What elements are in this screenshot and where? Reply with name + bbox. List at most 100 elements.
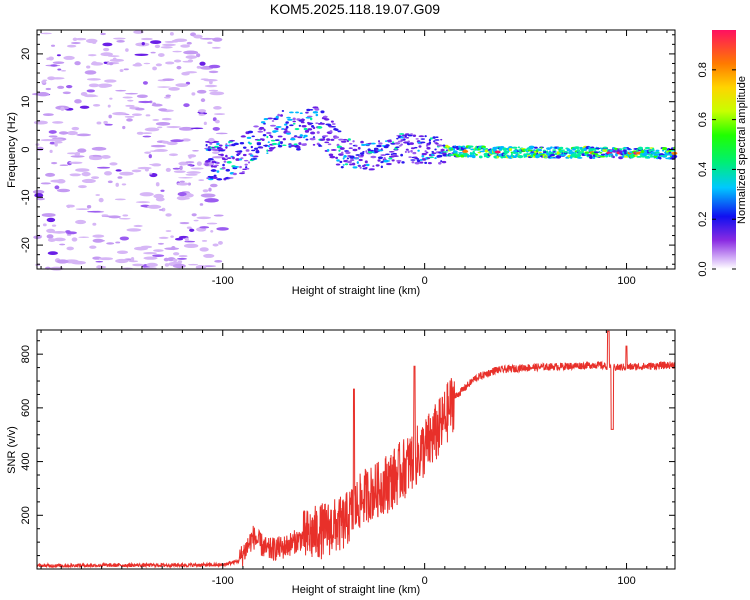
spectrogram-noise-blob bbox=[48, 130, 57, 134]
spectrogram-noise-blob bbox=[106, 242, 115, 245]
spectrogram-noise-blob bbox=[176, 65, 182, 70]
spectrogram-noise-blob bbox=[149, 172, 153, 175]
spectrogram-noise-blob bbox=[102, 42, 113, 47]
spectrogram-ridge-cell bbox=[409, 133, 414, 135]
spectrogram-ridge-cell bbox=[595, 147, 601, 150]
spectrogram-ridge-cell bbox=[346, 160, 353, 164]
spectrogram-noise-blob bbox=[68, 161, 83, 165]
snr-xlabel: Height of straight line (km) bbox=[292, 584, 420, 596]
spectrogram-ridge-cell bbox=[315, 113, 319, 117]
spectrogram-noise-blob bbox=[152, 66, 157, 71]
spectrogram-noise-blob bbox=[199, 226, 210, 229]
spectrogram-noise-blob bbox=[196, 65, 202, 69]
spectrogram-ridge-cell bbox=[508, 146, 513, 150]
spectrogram-ridge-cell bbox=[662, 149, 665, 152]
spectrogram-noise-blob bbox=[92, 238, 104, 243]
spectrogram-ridge-cell bbox=[301, 125, 307, 128]
spectrogram-ridge-cell bbox=[270, 124, 276, 127]
spectrogram-ridge-cell bbox=[360, 140, 364, 144]
spectrogram-noise-blob bbox=[123, 68, 129, 71]
spectrogram-ridge-cell bbox=[455, 152, 458, 155]
spectrogram-ridge-cell bbox=[410, 147, 415, 150]
spectrogram-ridge-cell bbox=[210, 164, 214, 168]
spectrogram-noise-blob bbox=[51, 161, 58, 165]
spectrogram-noise-blob bbox=[212, 151, 220, 155]
spectrogram-noise-blob bbox=[40, 32, 52, 35]
spectrogram-ridge-cell bbox=[212, 176, 218, 179]
spectrogram-ridge-cell bbox=[341, 151, 344, 155]
spectrogram-ridge-cell bbox=[484, 149, 489, 153]
spectrogram-ridge-cell bbox=[319, 145, 323, 147]
spectrogram-ridge-cell bbox=[265, 131, 272, 135]
spectrogram-noise-blob bbox=[200, 193, 216, 198]
y-tick-label: 10 bbox=[20, 96, 32, 108]
spectrogram-noise-blob bbox=[214, 113, 226, 116]
spectrogram-ridge-cell bbox=[263, 117, 269, 121]
y-tick-label: -10 bbox=[20, 189, 32, 205]
spectrogram-ridge-cell bbox=[392, 141, 395, 144]
spectrogram-ridge-cell bbox=[270, 139, 276, 142]
spectrogram-noise-blob bbox=[143, 252, 158, 255]
spectrogram-ridge-cell bbox=[242, 153, 247, 157]
spectrogram-ridge-cell bbox=[427, 162, 432, 165]
spectrogram-noise-blob bbox=[198, 179, 205, 182]
spectrogram-noise-blob bbox=[54, 141, 63, 144]
spectrogram-ridge-cell bbox=[316, 131, 320, 134]
spectrogram-noise-blob bbox=[91, 40, 97, 44]
spectrogram-noise-blob bbox=[95, 260, 104, 263]
spectrogram-noise-blob bbox=[42, 79, 48, 82]
spectrogram-ridge-cell bbox=[251, 149, 256, 152]
spectrogram-ridge-cell bbox=[280, 141, 283, 145]
spectrogram-ridge-cell bbox=[636, 155, 642, 158]
spectrogram-noise-blob bbox=[195, 265, 207, 270]
spectrogram-ridge-cell bbox=[216, 170, 220, 173]
spectrogram-ridge-cell bbox=[207, 148, 212, 152]
spectrogram-ridge-cell bbox=[246, 136, 252, 139]
spectrogram-ridge-cell bbox=[652, 147, 655, 152]
spectrogram-ridge-cell bbox=[214, 164, 219, 167]
spectrogram-ridge-cell bbox=[312, 111, 319, 114]
spectrogram-ridge-cell bbox=[349, 159, 355, 161]
spectrogram-ridge-cell bbox=[210, 169, 217, 172]
x-tick-label: 100 bbox=[617, 275, 635, 287]
spectrogram-noise-blob bbox=[186, 171, 201, 174]
spectrogram-ridge-cell bbox=[378, 140, 381, 143]
spectrogram-ridge-cell bbox=[330, 138, 335, 141]
spectrogram-noise-blob bbox=[176, 196, 188, 201]
spectrogram-ridge-cell bbox=[219, 149, 226, 152]
spectrogram-ridge-cell bbox=[417, 149, 420, 152]
spectrogram-ridge-cell bbox=[517, 146, 521, 149]
spectrogram-ridge-cell bbox=[209, 142, 213, 145]
spectrogram-noise-blob bbox=[75, 168, 90, 172]
spectrogram-ridge-cell bbox=[385, 140, 388, 143]
spectrogram-noise-blob bbox=[69, 173, 82, 177]
spectrogram-noise-blob bbox=[115, 182, 119, 187]
spectrogram-noise-blob bbox=[198, 113, 206, 116]
spectrogram-ridge-cell bbox=[338, 149, 341, 152]
spectrogram-noise-blob bbox=[86, 204, 92, 209]
spectrogram-noise-blob bbox=[213, 106, 222, 110]
spectrogram-noise-blob bbox=[144, 127, 160, 132]
spectrogram-noise-blob bbox=[59, 243, 66, 246]
spectrogram-ridge-cell bbox=[260, 146, 264, 149]
spectrogram-ridge-cell bbox=[322, 115, 328, 118]
spectrogram-ridge-cell bbox=[260, 121, 266, 124]
spectrogram-ridge-cell bbox=[376, 144, 382, 148]
spectrogram-ridge-cell bbox=[245, 166, 248, 169]
spectrogram-noise-blob bbox=[137, 166, 152, 170]
spectrogram-ridge-cell bbox=[285, 125, 289, 129]
spectrogram-ridge-cell bbox=[428, 156, 435, 159]
spectrogram-ridge-cell bbox=[227, 177, 234, 179]
spectrogram-ridge-cell bbox=[552, 151, 556, 153]
spectrogram-noise-blob bbox=[40, 182, 51, 185]
spectrogram-ridge-cell bbox=[229, 139, 235, 142]
spectrogram-noise-blob bbox=[91, 176, 100, 179]
spectrogram-ridge-cell bbox=[344, 163, 349, 166]
spectrogram-noise-blob bbox=[70, 155, 85, 158]
spectrogram-ridge-cell bbox=[335, 156, 338, 160]
spectrogram-noise-blob bbox=[207, 41, 213, 45]
spectrogram-ridge-cell bbox=[410, 149, 413, 153]
spectrogram-noise-blob bbox=[208, 89, 219, 92]
spectrogram-ridge-cell bbox=[306, 115, 313, 118]
